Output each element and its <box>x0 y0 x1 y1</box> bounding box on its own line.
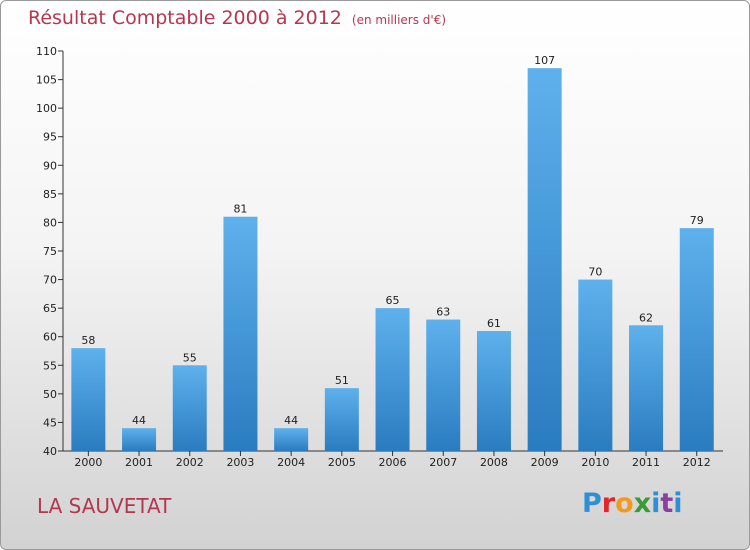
y-tick-label: 90 <box>43 159 57 172</box>
logo-letter: P <box>582 488 602 519</box>
bar-value-label: 81 <box>233 203 247 216</box>
y-tick-label: 100 <box>36 102 57 115</box>
bar-value-label: 44 <box>284 414 298 427</box>
bar <box>223 216 258 451</box>
bar <box>274 428 309 451</box>
bar <box>679 228 714 451</box>
y-tick-label: 95 <box>43 131 57 144</box>
bar <box>629 325 664 451</box>
bar-value-label: 107 <box>534 54 555 67</box>
x-tick-label: 2007 <box>429 456 457 469</box>
title-row: Résultat Comptable 2000 à 2012 (en millie… <box>28 7 446 29</box>
bars: 58 44 55 81 44 51 65 63 61 107 70 62 79 <box>71 54 714 452</box>
y-tick-label: 80 <box>43 216 57 229</box>
commune-name: LA SAUVETAT <box>37 494 172 518</box>
x-tick-label: 2008 <box>480 456 508 469</box>
bar-value-label: 79 <box>690 214 704 227</box>
bar-value-label: 55 <box>183 351 197 364</box>
x-tick-label: 2009 <box>531 456 559 469</box>
bar <box>172 365 207 451</box>
bar <box>426 319 461 451</box>
x-tick-label: 2011 <box>632 456 660 469</box>
x-tick-label: 2001 <box>125 456 153 469</box>
y-tick-label: 110 <box>36 45 57 58</box>
y-tick-label: 60 <box>43 331 57 344</box>
x-tick-label: 2006 <box>379 456 407 469</box>
bar <box>527 68 562 452</box>
bar-value-label: 44 <box>132 414 146 427</box>
bar <box>324 388 359 451</box>
logo-letter: x <box>633 488 652 519</box>
y-tick-label: 85 <box>43 188 57 201</box>
bar <box>476 331 511 451</box>
bar-value-label: 63 <box>436 306 450 319</box>
y-tick-label: 70 <box>43 274 57 287</box>
y-tick-label: 55 <box>43 359 57 372</box>
bar-value-label: 51 <box>335 374 349 387</box>
proxiti-logo: Proxiti <box>582 488 683 519</box>
x-tick-label: 2010 <box>581 456 609 469</box>
logo-letter: t <box>660 488 674 519</box>
bar <box>578 279 613 451</box>
bar-value-label: 65 <box>386 294 400 307</box>
y-tick-label: 75 <box>43 245 57 258</box>
bar <box>375 308 410 451</box>
x-tick-label: 2003 <box>226 456 254 469</box>
bar <box>122 428 157 451</box>
x-tick-label: 2004 <box>277 456 305 469</box>
logo-letter: i <box>673 488 683 519</box>
bar-value-label: 62 <box>639 311 653 324</box>
bar-value-label: 58 <box>81 334 95 347</box>
bar-value-label: 70 <box>588 266 602 279</box>
x-tick-label: 2012 <box>683 456 711 469</box>
x-tick-label: 2000 <box>74 456 102 469</box>
y-tick-label: 45 <box>43 416 57 429</box>
logo-letter: r <box>601 488 616 519</box>
chart-title: Résultat Comptable 2000 à 2012 <box>28 7 342 29</box>
x-tick-label: 2002 <box>176 456 204 469</box>
bar <box>71 348 106 451</box>
y-tick-label: 105 <box>36 74 57 87</box>
y-tick-label: 65 <box>43 302 57 315</box>
y-tick-label: 40 <box>43 445 57 458</box>
logo-letter: i <box>651 488 661 519</box>
chart-subtitle: (en milliers d'€) <box>351 13 447 27</box>
x-tick-label: 2005 <box>328 456 356 469</box>
y-tick-label: 50 <box>43 388 57 401</box>
bar-value-label: 61 <box>487 317 501 330</box>
logo-letter: o <box>615 488 634 519</box>
